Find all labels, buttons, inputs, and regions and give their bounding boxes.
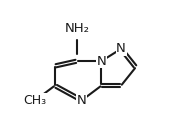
Text: N: N <box>97 55 106 68</box>
Text: NH₂: NH₂ <box>64 22 89 35</box>
Text: N: N <box>77 94 87 107</box>
Text: CH₃: CH₃ <box>24 94 47 107</box>
Text: N: N <box>116 42 126 55</box>
